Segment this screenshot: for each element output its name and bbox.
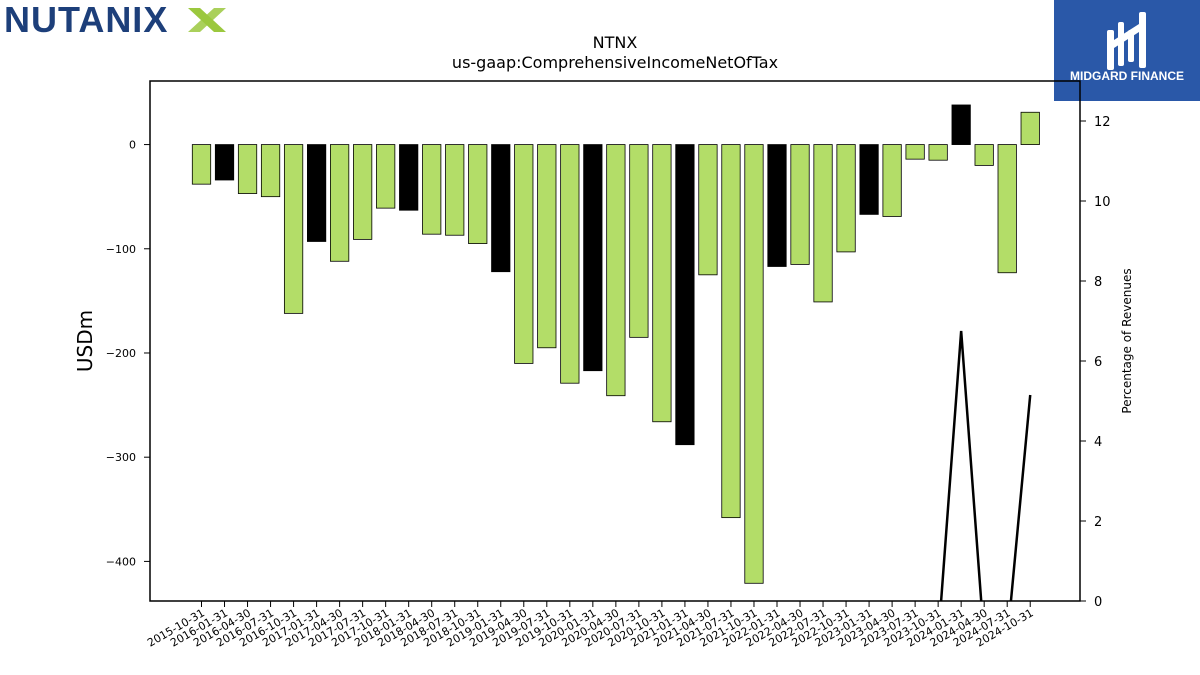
y-tick-label: 0 <box>129 139 136 152</box>
bars-group <box>191 104 1040 584</box>
bar-2022-07-31 <box>813 144 833 303</box>
bar-2024-10-31 <box>1020 111 1040 145</box>
bar-2016-04-30 <box>237 144 258 194</box>
bar-2023-10-31 <box>928 144 948 161</box>
y-tick-label: −300 <box>106 451 136 464</box>
bar-2020-04-30 <box>606 144 626 397</box>
bar-2017-10-31 <box>376 144 396 209</box>
bar-2021-10-31 <box>744 144 764 584</box>
bar-2022-04-30 <box>790 144 810 265</box>
plot-frame <box>149 80 1081 602</box>
bar-2023-04-30 <box>882 144 902 217</box>
bar-2024-04-30 <box>974 144 994 166</box>
bar-2016-10-31 <box>283 144 304 314</box>
y2-tick-label: 2 <box>1094 515 1102 530</box>
nutanix-logo: NUTANIX <box>4 0 234 40</box>
y-axis-left: 0 −100 −200 −300 −400 <box>106 139 150 568</box>
y2-tick-label: 6 <box>1094 355 1102 370</box>
bar-2016-07-31 <box>260 144 281 198</box>
bar-2019-07-31 <box>537 144 557 349</box>
y2-tick-label: 8 <box>1094 275 1102 290</box>
chart-title: NTNX <box>593 33 638 52</box>
y2-axis-label: Percentage of Revenues <box>1120 268 1134 413</box>
bar-2018-01-31 <box>399 144 419 211</box>
bar-2024-07-31 <box>997 144 1017 274</box>
bar-2024-01-31 <box>951 104 971 145</box>
nutanix-logo-text: NUTANIX <box>4 2 168 38</box>
bar-2020-07-31 <box>629 144 649 338</box>
nutanix-x-mark <box>188 8 226 32</box>
watermark-text: MIDGARD FINANCE <box>1070 69 1184 83</box>
y2-tick-label: 4 <box>1094 435 1102 450</box>
bar-2017-01-31 <box>306 144 327 242</box>
bar-2023-01-31 <box>859 144 879 215</box>
bar-2019-04-30 <box>514 144 534 364</box>
bar-2021-04-30 <box>698 144 718 276</box>
bar-2019-10-31 <box>560 144 580 384</box>
y-axis-right: 0 2 4 6 8 10 12 <box>1080 115 1111 610</box>
midgard-logo-icon <box>1107 12 1146 70</box>
bar-2023-07-31 <box>905 144 925 160</box>
y-tick-label: −400 <box>106 555 136 568</box>
bar-2021-01-31 <box>675 144 695 446</box>
line-segment-0 <box>939 330 1032 601</box>
y-tick-label: −100 <box>106 243 136 256</box>
bar-2020-01-31 <box>583 144 603 372</box>
bar-2018-04-30 <box>422 144 442 235</box>
y2-tick-label: 0 <box>1094 595 1102 610</box>
bar-2016-01-31 <box>214 144 235 181</box>
midgard-finance-watermark: MIDGARD FINANCE <box>1054 0 1200 101</box>
x-axis: 2015-10-312016-01-312016-04-302016-07-31… <box>145 601 1036 650</box>
bar-2022-10-31 <box>836 144 856 253</box>
y-axis-label: USDm <box>73 310 97 372</box>
bar-2015-10-31 <box>191 144 212 185</box>
bar-2021-07-31 <box>721 144 741 519</box>
line-group <box>939 330 1032 601</box>
y2-tick-label: 10 <box>1094 195 1111 210</box>
bar-2020-10-31 <box>652 144 672 423</box>
bar-2019-01-31 <box>491 144 511 273</box>
bar-2018-10-31 <box>468 144 488 244</box>
bar-2017-04-30 <box>330 144 350 262</box>
bar-2018-07-31 <box>445 144 465 236</box>
y-tick-label: −200 <box>106 347 136 360</box>
y2-tick-label: 12 <box>1094 115 1111 130</box>
chart-subtitle: us-gaap:ComprehensiveIncomeNetOfTax <box>452 53 778 72</box>
bar-2017-07-31 <box>353 144 373 240</box>
bar-2022-01-31 <box>767 144 787 267</box>
